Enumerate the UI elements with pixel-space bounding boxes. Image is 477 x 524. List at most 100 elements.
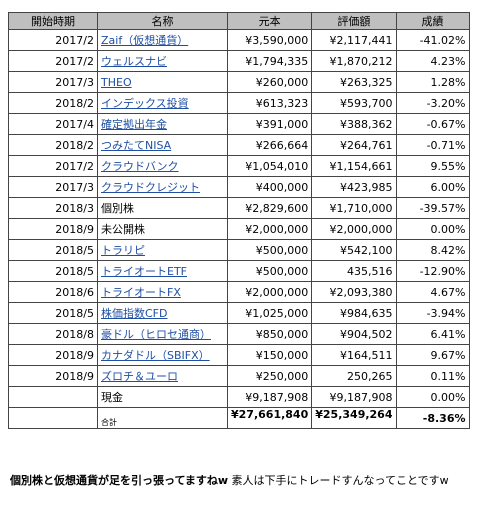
row-principal: ¥9,187,908 [226, 386, 313, 408]
row-name-link[interactable]: クラウドクレジット [101, 181, 200, 194]
caption-rest: 素人は下手にトレードすんなってことですw [228, 474, 449, 487]
row-principal: ¥1,054,010 [226, 155, 313, 177]
row-name-link[interactable]: カナダドル（SBIFX） [101, 349, 210, 362]
row-name-cell: トラリピ [97, 239, 228, 261]
row-result: 6.00% [395, 176, 470, 198]
row-name-link[interactable]: つみたてNISA [101, 139, 172, 152]
row-name: 現金 [97, 386, 228, 408]
row-start-date: 2018/2 [8, 134, 98, 156]
row-name-link[interactable]: トライオートFX [101, 286, 181, 299]
row-name-cell: インデックス投資 [97, 92, 228, 114]
caption-bold: 個別株と仮想通貨が足を引っ張ってますねw [10, 474, 229, 487]
header-valuation: 評価額 [311, 12, 397, 30]
total-date-cell [8, 407, 98, 429]
row-valuation: ¥984,635 [311, 302, 397, 324]
table-row: 2017/2 Zaif（仮想通貨） ¥3,590,000 ¥2,117,441 -41.… [8, 29, 470, 51]
row-principal: ¥150,000 [226, 344, 313, 366]
table-row: 2018/6 トライオートFX ¥2,000,000 ¥2,093,380 4.67% [8, 281, 470, 303]
row-name-cell: ウェルスナビ [97, 50, 228, 72]
row-principal: ¥500,000 [226, 239, 313, 261]
row-result: 8.42% [395, 239, 470, 261]
header-name: 名称 [97, 12, 228, 30]
row-result: -3.20% [395, 92, 470, 114]
row-result: 9.67% [395, 344, 470, 366]
row-name: 個別株 [97, 197, 228, 219]
row-name-cell: THEO [97, 71, 228, 93]
row-name-cell: Zaif（仮想通貨） [97, 29, 228, 51]
table-row: 2018/9 カナダドル（SBIFX） ¥150,000 ¥164,511 9.67% [8, 344, 470, 366]
row-name-link[interactable]: 確定拠出年金 [101, 118, 167, 131]
row-name-cell: ズロチ＆ユーロ [97, 365, 228, 387]
table-row: 2018/5 トラリピ ¥500,000 ¥542,100 8.42% [8, 239, 470, 261]
total-valuation: ¥25,349,264 [311, 407, 397, 429]
row-start-date [8, 386, 98, 408]
row-result: -0.71% [395, 134, 470, 156]
row-principal: ¥1,794,335 [226, 50, 313, 72]
row-valuation: ¥904,502 [311, 323, 397, 345]
row-principal: ¥2,000,000 [226, 218, 313, 240]
row-valuation: ¥2,093,380 [311, 281, 397, 303]
table-row: 2018/2 つみたてNISA ¥266,664 ¥264,761 -0.71% [8, 134, 470, 156]
row-principal: ¥2,829,600 [226, 197, 313, 219]
row-start-date: 2017/3 [8, 176, 98, 198]
row-name-link[interactable]: THEO [101, 75, 132, 89]
row-name-cell: カナダドル（SBIFX） [97, 344, 228, 366]
row-name-link[interactable]: クラウドバンク [101, 160, 179, 173]
row-valuation: ¥2,117,441 [311, 29, 397, 51]
row-result: 0.11% [395, 365, 470, 387]
row-name-cell: クラウドクレジット [97, 176, 228, 198]
row-result: 9.55% [395, 155, 470, 177]
row-principal: ¥613,323 [226, 92, 313, 114]
table-row: 2018/2 インデックス投資 ¥613,323 ¥593,700 -3.20% [8, 92, 470, 114]
row-valuation: ¥542,100 [311, 239, 397, 261]
row-valuation: ¥263,325 [311, 71, 397, 93]
row-valuation: 250,265 [311, 365, 397, 387]
row-name-link[interactable]: Zaif（仮想通貨） [101, 34, 189, 47]
row-result: -0.67% [395, 113, 470, 135]
row-principal: ¥400,000 [226, 176, 313, 198]
row-name-link[interactable]: ウェルスナビ [101, 55, 167, 68]
row-name: 未公開株 [97, 218, 228, 240]
portfolio-table: 開始時期 名称 元本 評価額 成績 2017/2 Zaif（仮想通貨） ¥3,590… [8, 12, 470, 429]
row-valuation: 435,516 [311, 260, 397, 282]
row-result: 0.00% [395, 386, 470, 408]
row-name-link[interactable]: 豪ドル（ヒロセ通商） [101, 328, 211, 341]
row-principal: ¥250,000 [226, 365, 313, 387]
row-start-date: 2017/2 [8, 29, 98, 51]
row-result: 1.28% [395, 71, 470, 93]
row-start-date: 2018/8 [8, 323, 98, 345]
total-label: 合計 [97, 407, 228, 429]
row-name-link[interactable]: 株価指数CFD [101, 307, 168, 320]
row-start-date: 2018/9 [8, 344, 98, 366]
header-result: 成績 [395, 12, 470, 30]
row-name-link[interactable]: トライオートETF [101, 265, 187, 278]
table-row: 2018/3 個別株 ¥2,829,600 ¥1,710,000 -39.57% [8, 197, 470, 219]
row-result: 0.00% [395, 218, 470, 240]
row-name-link[interactable]: インデックス投資 [101, 97, 189, 110]
table-row: 2017/3 THEO ¥260,000 ¥263,325 1.28% [8, 71, 470, 93]
total-row: 合計 ¥27,661,840 ¥25,349,264 -8.36% [8, 407, 470, 429]
row-start-date: 2017/3 [8, 71, 98, 93]
row-start-date: 2018/5 [8, 239, 98, 261]
table-row: 現金 ¥9,187,908 ¥9,187,908 0.00% [8, 386, 470, 408]
table-row: 2018/9 ズロチ＆ユーロ ¥250,000 250,265 0.11% [8, 365, 470, 387]
row-valuation: ¥1,154,661 [311, 155, 397, 177]
row-name-cell: つみたてNISA [97, 134, 228, 156]
row-name-link[interactable]: ズロチ＆ユーロ [101, 370, 178, 383]
row-valuation: ¥2,000,000 [311, 218, 397, 240]
table-row: 2017/2 クラウドバンク ¥1,054,010 ¥1,154,661 9.55% [8, 155, 470, 177]
row-start-date: 2018/3 [8, 197, 98, 219]
row-name-cell: 株価指数CFD [97, 302, 228, 324]
row-valuation: ¥164,511 [311, 344, 397, 366]
row-principal: ¥260,000 [226, 71, 313, 93]
row-valuation: ¥264,761 [311, 134, 397, 156]
row-result: -41.02% [395, 29, 470, 51]
row-name-cell: トライオートETF [97, 260, 228, 282]
row-start-date: 2018/5 [8, 302, 98, 324]
row-principal: ¥3,590,000 [226, 29, 313, 51]
row-start-date: 2018/9 [8, 218, 98, 240]
header-principal: 元本 [226, 12, 313, 30]
row-name-link[interactable]: トラリピ [101, 244, 145, 257]
caption-text: 個別株と仮想通貨が足を引っ張ってますねw 素人は下手にトレードすんなってことです… [10, 466, 465, 495]
row-principal: ¥2,000,000 [226, 281, 313, 303]
